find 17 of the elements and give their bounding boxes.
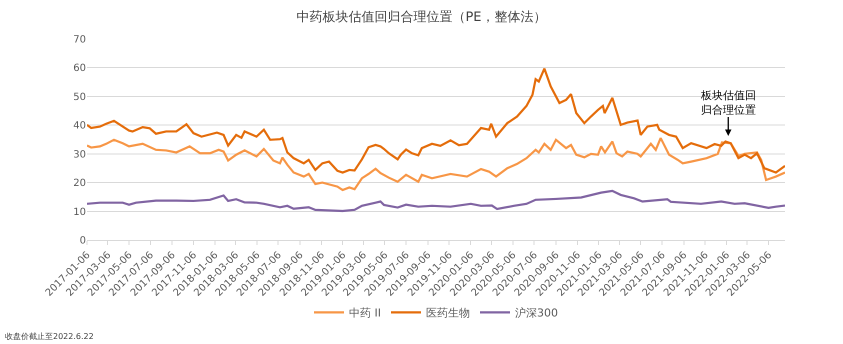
line-series xyxy=(87,190,785,212)
y-tick-label: 20 xyxy=(73,178,86,190)
legend-label: 中药 II xyxy=(349,306,381,320)
y-tick-label: 0 xyxy=(80,236,86,246)
chart-title: 中药板块估值回归合理位置（PE，整体法） xyxy=(296,10,547,26)
y-tick-label: 30 xyxy=(73,149,86,160)
legend-label: 医药生物 xyxy=(426,306,470,320)
line-series xyxy=(87,136,785,192)
annotation: 板块估值回归合理位置 xyxy=(700,89,756,116)
legend-label: 沪深300 xyxy=(515,306,558,320)
y-tick-label: 60 xyxy=(73,63,86,74)
y-tick-label: 50 xyxy=(73,92,86,103)
y-tick-label: 40 xyxy=(73,120,86,132)
line-series xyxy=(87,67,785,174)
text: 收盘价截止至2022.6.22 xyxy=(5,332,94,341)
y-tick-label: 10 xyxy=(73,206,86,218)
y-tick-label: 70 xyxy=(73,34,86,46)
